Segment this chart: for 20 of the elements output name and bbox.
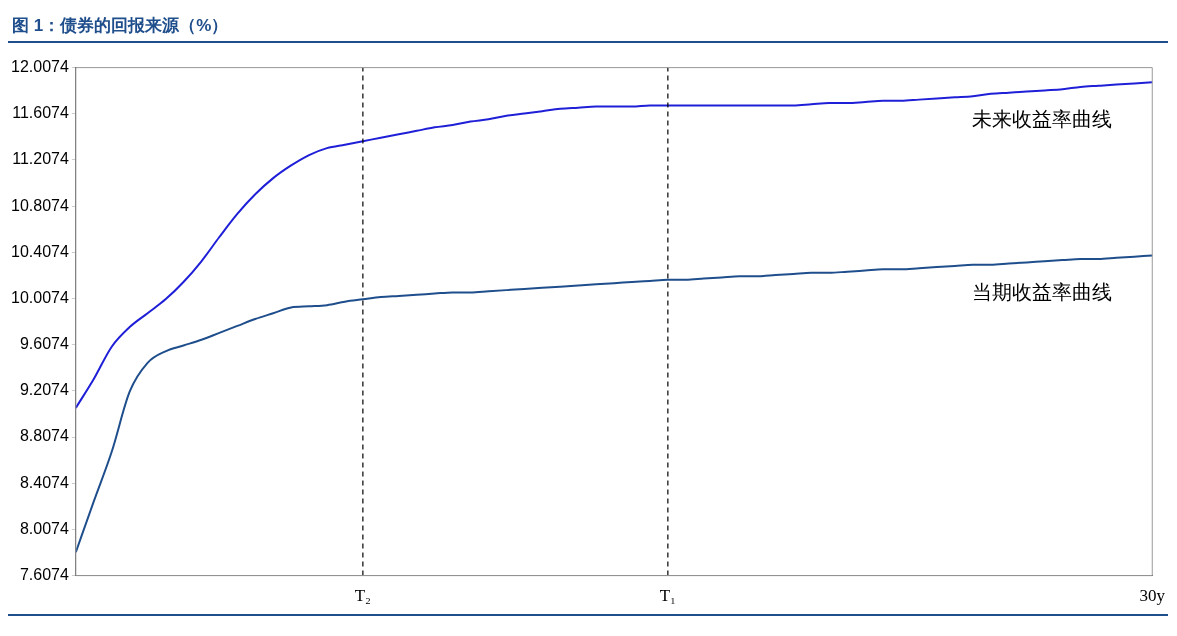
y-tick-label: 11.6074 xyxy=(12,104,69,122)
y-tick-label: 12.0074 xyxy=(10,58,69,76)
series-label: 当期收益率曲线 xyxy=(972,281,1113,304)
y-tick-label: 10.0074 xyxy=(10,288,69,306)
y-tick-label: 8.4074 xyxy=(19,473,69,491)
y-tick-label: 8.8074 xyxy=(19,427,69,445)
chart-title: 图 1：债券的回报来源（%） xyxy=(8,8,1168,43)
x-tick-label: T₂ xyxy=(354,586,372,606)
x-tick-label: T₁ xyxy=(659,586,677,606)
x-tick-label: 30y xyxy=(1139,586,1166,606)
line-series xyxy=(74,81,1154,409)
y-tick-label: 10.4074 xyxy=(10,242,69,260)
y-tick-label: 9.2074 xyxy=(19,381,69,399)
y-tick-label: 7.6074 xyxy=(19,566,69,584)
y-tick-label: 11.2074 xyxy=(12,150,69,168)
y-tick-label: 10.8074 xyxy=(10,196,69,214)
y-tick-label: 8.0074 xyxy=(19,519,69,537)
y-tick-label: 9.6074 xyxy=(19,335,69,353)
series-label: 未来收益率曲线 xyxy=(972,107,1113,130)
line-series xyxy=(74,254,1154,554)
